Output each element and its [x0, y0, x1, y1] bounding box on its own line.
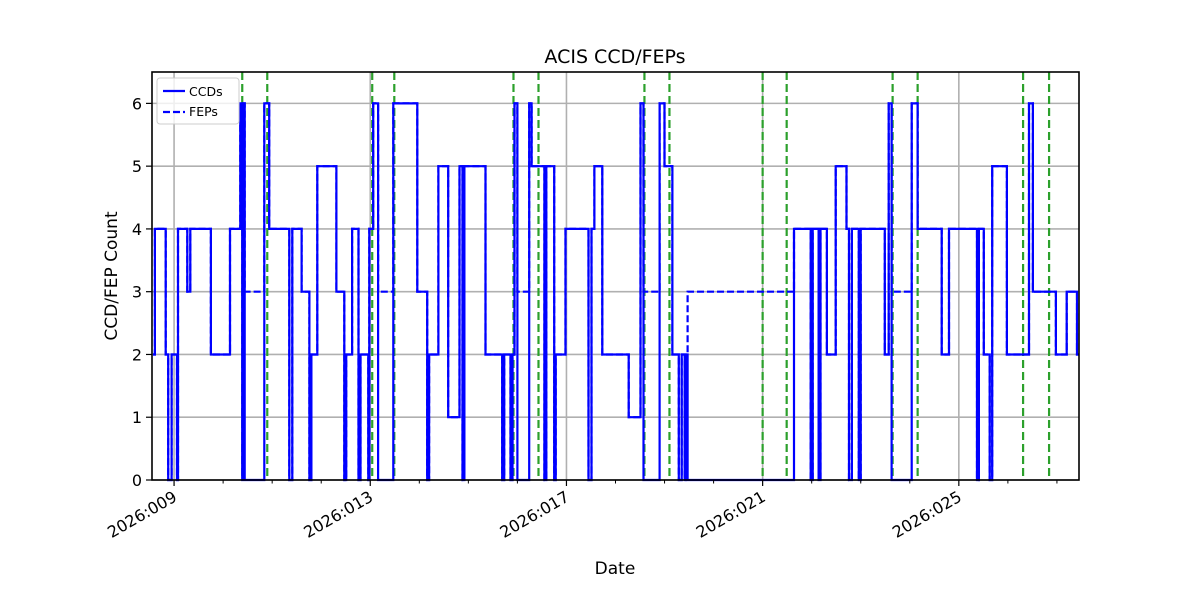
x-axis-label: Date — [595, 559, 636, 579]
chart-title: ACIS CCD/FEPs — [544, 46, 685, 68]
legend: CCDs FEPs — [156, 77, 240, 125]
legend-feps-label: FEPs — [189, 104, 218, 119]
y-tick-label: 3 — [132, 283, 142, 302]
y-tick-label: 6 — [132, 94, 142, 113]
y-axis-ticks: 0 1 2 3 4 5 6 — [132, 94, 152, 490]
y-tick-label: 2 — [132, 345, 142, 364]
y-tick-label: 5 — [132, 157, 142, 176]
y-tick-label: 4 — [132, 220, 142, 239]
legend-ccds-label: CCDs — [189, 84, 223, 99]
y-axis-label: CCD/FEP Count — [102, 211, 122, 341]
y-tick-label: 0 — [132, 471, 142, 490]
y-tick-label: 1 — [132, 408, 142, 427]
